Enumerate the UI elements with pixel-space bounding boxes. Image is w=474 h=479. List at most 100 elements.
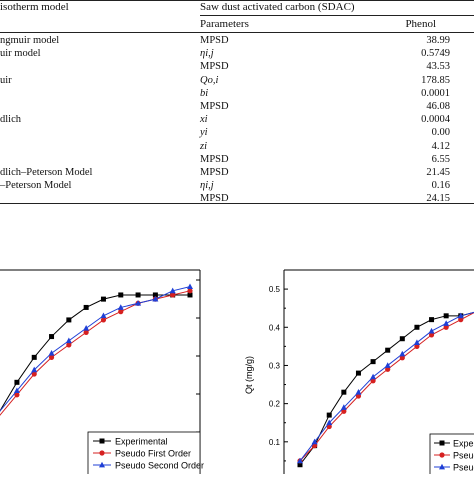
left-data-point — [31, 354, 37, 360]
right-data-point — [355, 393, 362, 399]
row-phenol-value: 24.15 — [426, 193, 450, 205]
left-data-point — [13, 387, 20, 394]
left-series-line — [0, 286, 191, 412]
right-data-point — [399, 336, 405, 342]
right-legend-label: Experi — [453, 439, 474, 449]
row-parameter: MPSD — [200, 61, 229, 73]
charts-svg: Experimental Pseudo First Order Pseudo Sec… — [0, 269, 474, 479]
right-data-point — [399, 350, 406, 357]
right-data-point — [385, 366, 391, 372]
left-data-point — [100, 312, 107, 319]
header-params: Parameters — [200, 18, 249, 30]
row-model: uir — [0, 74, 12, 86]
left-data-point — [83, 325, 90, 331]
left-legend-label: Experimental — [115, 437, 168, 447]
right-data-point — [355, 370, 361, 376]
row-phenol-value: 21.45 — [426, 167, 450, 178]
row-phenol-value: 178.85 — [421, 74, 450, 86]
right-chart-y-tick-label: 0.2 — [269, 400, 281, 409]
row-phenol-value: 0.0001 — [421, 87, 450, 99]
row-parameter: ηi,j — [200, 48, 214, 60]
right-data-point — [385, 347, 391, 353]
left-data-point — [14, 392, 20, 398]
right-data-point — [414, 324, 420, 330]
row-parameter: ηi,j — [200, 180, 214, 192]
right-data-point — [326, 412, 332, 418]
right-data-point — [340, 404, 347, 410]
left-data-point — [118, 309, 124, 315]
right-chart-y-tick-label: 0.1 — [269, 438, 281, 447]
right-data-point — [458, 317, 464, 323]
row-model: –Peterson Model — [0, 180, 72, 192]
row-phenol-value: 46.08 — [426, 101, 450, 112]
row-phenol-value: 43.53 — [426, 61, 450, 73]
right-data-point — [457, 312, 464, 319]
right-legend-marker — [439, 440, 445, 446]
left-data-point — [65, 337, 72, 344]
left-data-point — [83, 329, 89, 335]
right-data-point — [384, 362, 391, 368]
left-data-point — [66, 342, 72, 348]
table-top-rule — [0, 0, 474, 1]
row-parameter: MPSD — [200, 153, 229, 165]
left-data-point — [66, 317, 72, 323]
right-data-point — [370, 359, 376, 365]
right-data-point — [311, 438, 318, 445]
row-phenol-value: 0.00 — [431, 127, 450, 139]
left-data-point — [31, 371, 37, 377]
left-data-point — [135, 300, 142, 306]
left-data-point — [31, 366, 38, 373]
left-data-point — [49, 334, 55, 340]
right-data-point — [355, 388, 362, 395]
left-data-point — [100, 296, 106, 302]
right-chart-y-tick-label: 0.4 — [269, 323, 281, 332]
left-legend-label: Pseudo Second Order — [115, 461, 204, 471]
row-parameter: xi — [200, 114, 208, 126]
right-data-point — [428, 327, 435, 334]
left-legend-box — [87, 431, 201, 477]
row-phenol-value: 0.16 — [431, 180, 450, 192]
left-data-point — [48, 350, 55, 356]
right-chart-y-tick-label: 0.5 — [269, 285, 281, 294]
row-parameter: MPSD — [200, 193, 229, 205]
left-data-point — [118, 292, 124, 298]
row-model: dlich — [0, 114, 21, 126]
left-series-line — [0, 290, 191, 416]
right-chart-y-tick-label: 0.3 — [269, 361, 281, 370]
header-group: Saw dust activated carbon (SDAC) — [200, 1, 355, 13]
row-parameter: MPSD — [200, 35, 229, 46]
left-data-point — [152, 295, 159, 302]
left-data-point — [117, 304, 124, 310]
left-data-point — [135, 292, 141, 298]
row-parameter: MPSD — [200, 167, 229, 178]
row-phenol-value: 0.5749 — [421, 48, 450, 60]
row-phenol-value: 6.55 — [431, 153, 450, 165]
row-parameter: bi — [200, 87, 209, 99]
left-legend-label: Pseudo First Order — [115, 449, 191, 459]
row-model: uir model — [0, 48, 41, 60]
right-series-line — [299, 312, 474, 462]
row-phenol-value: 0.0004 — [421, 114, 450, 126]
row-model: ngmuir model — [0, 35, 60, 46]
right-legend-marker — [439, 463, 445, 470]
row-phenol-value: 38.99 — [426, 35, 450, 46]
left-data-point — [187, 283, 193, 290]
right-series-line — [299, 311, 474, 462]
left-data-point — [169, 287, 176, 294]
right-data-point — [428, 332, 435, 338]
right-data-point — [370, 378, 376, 384]
right-data-point — [443, 320, 450, 326]
left-legend-marker — [99, 461, 105, 468]
right-chart-y-axis-label: Qt (mg/g) — [244, 356, 254, 394]
right-data-point — [413, 339, 420, 345]
row-model: dlich–Peterson Model — [0, 167, 93, 178]
right-data-point — [399, 355, 405, 361]
isotherm-table: isotherm model Saw dust activated carbon… — [0, 0, 474, 205]
right-legend-marker — [439, 452, 445, 458]
header-bottom-rule — [0, 32, 474, 33]
kinetic-charts: Experimental Pseudo First Order Pseudo Sec… — [0, 250, 474, 479]
left-data-point — [14, 379, 20, 385]
right-data-point — [297, 462, 303, 468]
left-data-point — [48, 354, 55, 360]
left-legend-marker — [99, 438, 105, 444]
